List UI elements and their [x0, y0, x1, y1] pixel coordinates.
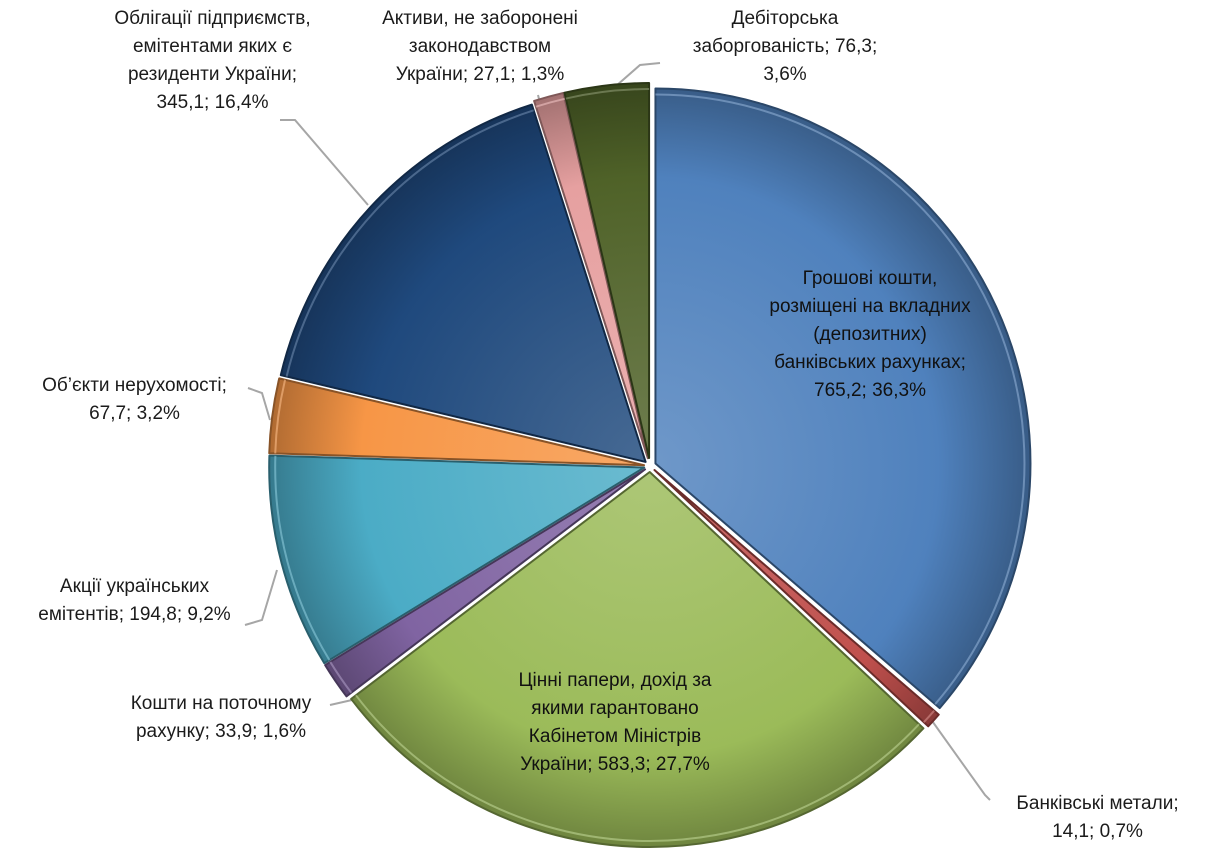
leader-line — [280, 119, 369, 206]
slice-label-bank-metals: Банківські метали; 14,1; 0,7% — [1016, 793, 1179, 842]
pie-slice-highlight-current-account — [329, 661, 353, 694]
slice-label-receivables: Дебіторська заборгованість; 76,3; 3,6% — [692, 8, 878, 85]
slice-label-deposits: Грошові кошти, розміщені на вкладних (де… — [769, 268, 971, 401]
pie-slice-highlight-real-estate — [274, 379, 287, 454]
pie-slices — [268, 82, 1032, 848]
pie-slice-highlight-other-assets — [535, 97, 565, 108]
pie-slice-highlight-bank-metals — [923, 710, 935, 723]
pie-slice-government-securities — [350, 470, 925, 848]
leader-line — [247, 387, 271, 421]
pie-slice-bank-metals — [653, 469, 940, 728]
pie-slice-deposits — [654, 87, 1032, 710]
slice-label-other-assets: Активи, не заборонені законодавством Укр… — [382, 8, 578, 85]
pie-slice-ukrainian-shares — [268, 454, 646, 665]
pie-slice-highlight-corporate-bonds — [285, 109, 534, 377]
slice-label-current-account: Кошти на поточному рахунку; 33,9; 1,6% — [130, 693, 312, 742]
pie-slice-highlight-ukrainian-shares — [274, 455, 331, 661]
slice-label-government-securities: Цінні папери, дохід за якими гарантовано… — [518, 670, 712, 775]
pie-slice-receivables — [563, 82, 651, 460]
leader-line — [329, 699, 353, 706]
pie-slice-other-assets — [533, 91, 649, 460]
pie-slice-highlight-deposits — [655, 93, 1026, 705]
pie-slice-highlight-receivables — [565, 88, 650, 100]
slice-label-real-estate: Об’єкти нерухомості; 67,7; 3,2% — [42, 375, 227, 424]
pie-slice-current-account — [324, 468, 647, 698]
pie-slice-real-estate — [268, 377, 646, 467]
leader-line — [244, 569, 278, 626]
pie-slice-corporate-bonds — [279, 103, 647, 463]
slice-label-ukrainian-shares: Акції українських емітентів; 194,8; 9,2% — [38, 576, 231, 625]
slice-label-corporate-bonds: Облігації підприємств, емітентами яких є… — [114, 8, 311, 113]
leader-line — [929, 717, 991, 801]
pie-slice-highlight-government-securities — [355, 694, 920, 842]
